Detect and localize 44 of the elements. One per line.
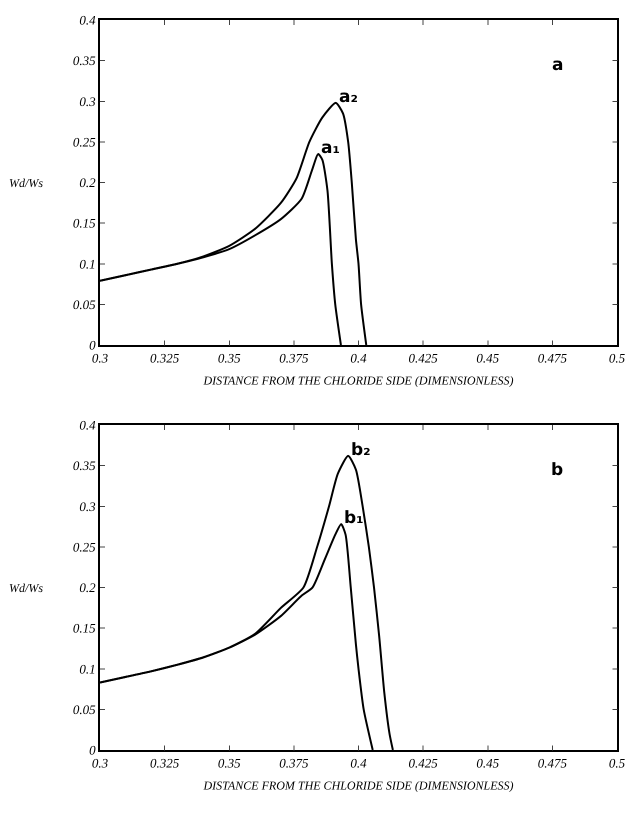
y-tick-label: 0.4 xyxy=(79,12,96,28)
series-label: a₁ xyxy=(321,138,340,158)
y-tick-label: 0.25 xyxy=(72,134,96,150)
y-tick-label: 0.15 xyxy=(72,216,96,231)
y-tick-label: 0.1 xyxy=(79,661,96,676)
x-tick-label: 0.475 xyxy=(538,755,568,770)
y-tick-label: 0.05 xyxy=(72,296,96,312)
y-axis-title: Wd/Ws xyxy=(9,581,44,595)
x-axis-title: DISTANCE FROM THE CHLORIDE SIDE (DIMENSIONLESS) xyxy=(202,374,514,388)
x-tick-label: 0.5 xyxy=(608,755,626,770)
y-tick-label: 0.05 xyxy=(72,702,96,717)
x-tick-label: 0.45 xyxy=(476,755,500,770)
y-tick-label: 0.1 xyxy=(79,256,96,272)
annotation: b xyxy=(551,460,564,480)
y-axis-title: Wd/Ws xyxy=(9,176,44,190)
y-tick-label: 0 xyxy=(89,338,96,353)
x-tick-label: 0.425 xyxy=(408,350,438,366)
y-tick-label: 0.15 xyxy=(72,620,96,636)
x-tick-label: 0.4 xyxy=(350,350,368,366)
y-tick-label: 0.2 xyxy=(79,580,96,596)
series-label: b₂ xyxy=(351,440,371,460)
x-tick-label: 0.325 xyxy=(150,350,180,366)
x-tick-label: 0.375 xyxy=(279,755,310,770)
x-tick-label: 0.375 xyxy=(279,350,310,366)
y-tick-label: 0.35 xyxy=(72,53,96,68)
x-tick-label: 0.325 xyxy=(150,755,180,770)
series-label: a₂ xyxy=(339,87,358,107)
x-tick-label: 0.45 xyxy=(476,350,500,366)
y-tick-label: 0.2 xyxy=(79,175,96,190)
x-tick-label: 0.5 xyxy=(608,350,626,366)
y-tick-label: 0.3 xyxy=(79,94,96,109)
y-tick-label: 0.25 xyxy=(72,539,96,554)
y-tick-label: 0.35 xyxy=(72,458,96,474)
y-tick-label: 0.3 xyxy=(79,498,96,514)
y-tick-label: 0 xyxy=(89,742,96,758)
x-tick-label: 0.35 xyxy=(218,350,242,366)
y-tick-label: 0.4 xyxy=(79,418,96,433)
x-tick-label: 0.35 xyxy=(218,755,242,770)
x-tick-label: 0.4 xyxy=(350,755,368,770)
series-label: b₁ xyxy=(344,508,364,528)
x-tick-label: 0.425 xyxy=(408,755,438,770)
x-axis-title: DISTANCE FROM THE CHLORIDE SIDE (DIMENSIONLESS) xyxy=(202,778,514,793)
x-tick-label: 0.475 xyxy=(538,350,568,366)
annotation: a xyxy=(552,55,564,75)
